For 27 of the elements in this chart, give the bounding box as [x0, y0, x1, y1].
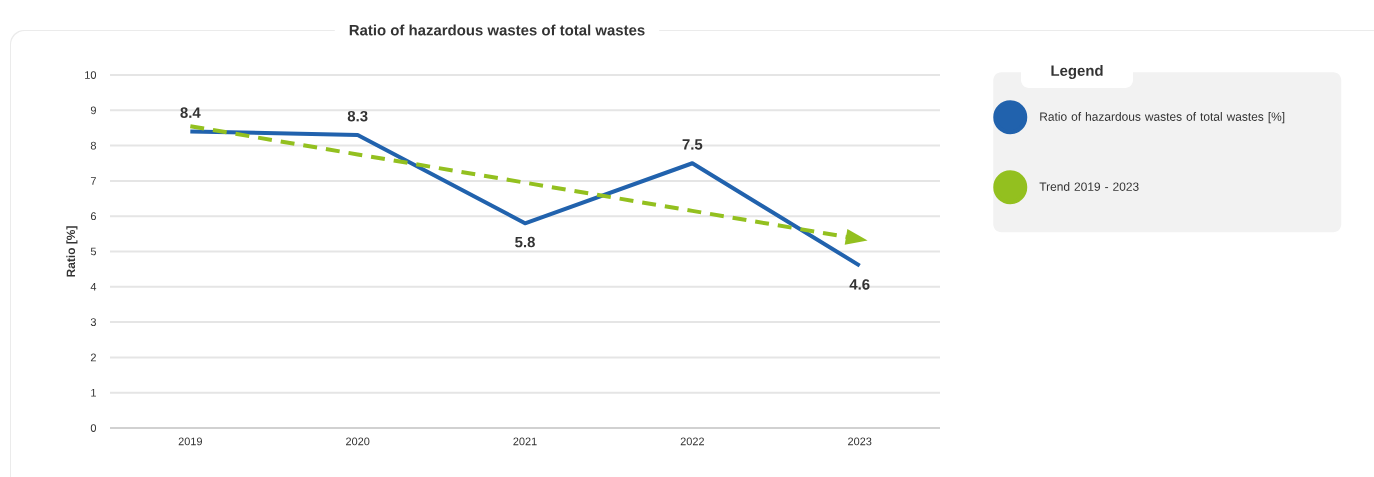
- y-tick-label: 4: [90, 283, 97, 291]
- data-label: 4.6: [849, 279, 870, 290]
- legend-title: Legend: [1051, 65, 1103, 79]
- data-label: 5.8: [515, 236, 535, 248]
- x-tick-label: 2020: [346, 437, 370, 446]
- chart-title: Ratio of hazardous wastes of total wastes: [349, 24, 645, 36]
- y-tick-label: 9: [90, 106, 96, 115]
- y-tick-label: 2: [90, 353, 96, 362]
- y-tick-label: 5: [90, 247, 97, 256]
- data-label: 8.3: [347, 110, 368, 122]
- data-label: 7.5: [682, 139, 703, 150]
- legend-label: Trend 2019 - 2023: [1039, 182, 1139, 191]
- legend-label: Ratio of hazardous wastes of total wastes [%]: [1040, 112, 1285, 124]
- x-tick-label: 2022: [680, 437, 704, 446]
- y-tick-label: 10: [85, 71, 97, 79]
- y-tick-label: 7: [90, 177, 96, 185]
- x-tick-label: 2021: [513, 437, 537, 446]
- y-tick-label: 6: [90, 212, 96, 221]
- x-tick-label: 2023: [848, 437, 872, 446]
- x-tick-label: 2019: [178, 437, 202, 446]
- y-tick-label: 3: [90, 318, 96, 326]
- line-series: [188, 129, 862, 268]
- y-tick-label: 1: [91, 388, 96, 397]
- y-tick-label: 0: [90, 424, 97, 432]
- y-axis-title: Ratio [%]: [66, 226, 78, 277]
- y-tick-label: 8: [90, 141, 96, 150]
- data-label: 8.4: [180, 107, 201, 118]
